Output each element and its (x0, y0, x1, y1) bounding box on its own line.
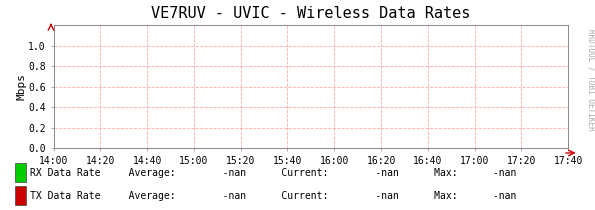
Text: RRDTOOL / TOBI OETIKER: RRDTOOL / TOBI OETIKER (586, 29, 595, 131)
Y-axis label: Mbps: Mbps (17, 73, 27, 100)
Text: TX Data Rate: TX Data Rate (30, 191, 101, 201)
Text: Average:        -nan      Current:        -nan      Max:      -nan: Average: -nan Current: -nan Max: -nan (111, 168, 516, 178)
Title: VE7RUV - UVIC - Wireless Data Rates: VE7RUV - UVIC - Wireless Data Rates (151, 6, 471, 21)
Text: RX Data Rate: RX Data Rate (30, 168, 101, 178)
Text: Average:        -nan      Current:        -nan      Max:      -nan: Average: -nan Current: -nan Max: -nan (111, 191, 516, 201)
